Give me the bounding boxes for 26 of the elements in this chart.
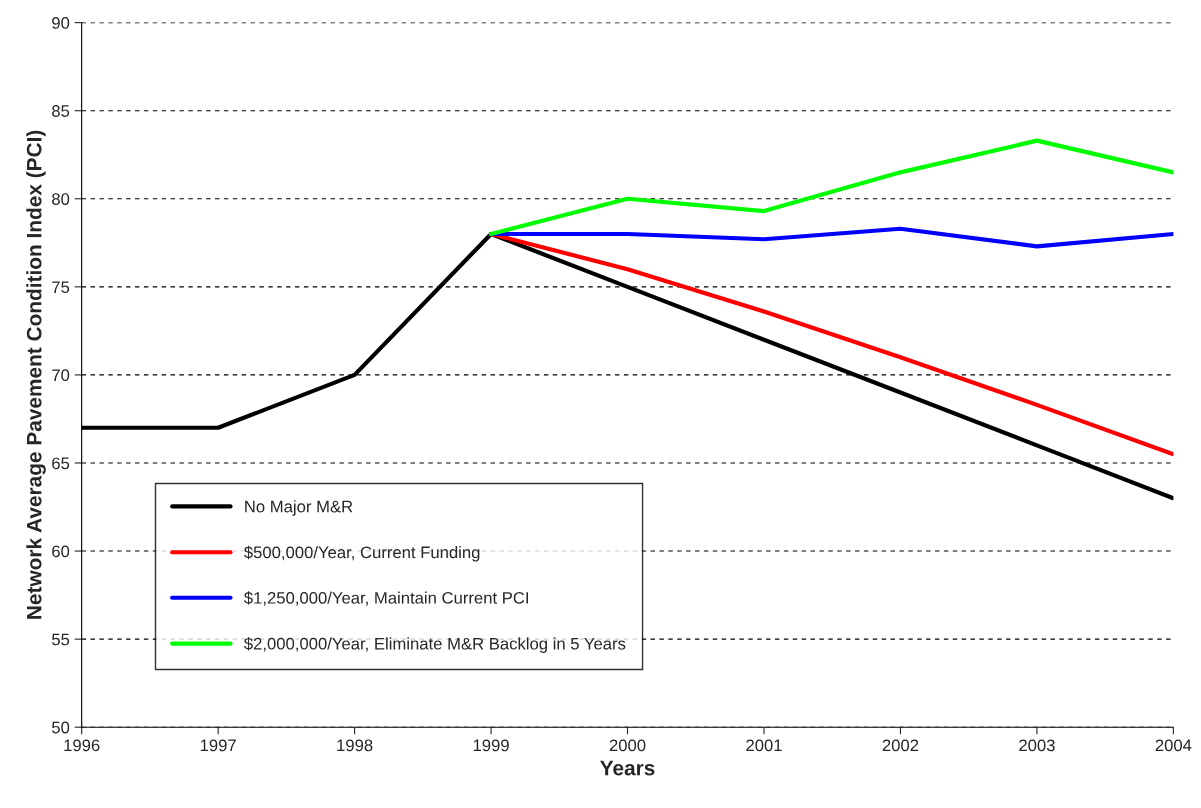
y-tick-label: 90 [52, 17, 70, 29]
y-tick-label: 55 [51, 633, 70, 646]
legend-label: $2,000,000/Year, Eliminate M&R Backlog in 5 Years [244, 637, 626, 653]
y-tick-label: 60 [52, 545, 70, 558]
x-axis-title: Years [600, 760, 655, 776]
x-tick-label: 2002 [882, 739, 919, 752]
y-tick-label: 80 [52, 193, 70, 205]
x-tick-label: 1998 [337, 739, 373, 752]
line-series [488, 138, 1174, 237]
x-tick-label: 1997 [200, 739, 236, 752]
y-tick-label: 50 [51, 721, 70, 734]
x-tick-label: 2004 [1155, 739, 1192, 752]
x-tick-label: 2003 [1019, 739, 1055, 752]
legend-label: $500,000/Year, Current Funding [244, 545, 480, 562]
line-series [488, 226, 1174, 249]
legend-label: No Major M&R [245, 500, 353, 516]
y-tick-label: 85 [52, 105, 70, 117]
x-tick-label: 1999 [473, 739, 509, 752]
y-axis-title: Network Average Pavement Condition Index (PCI) [26, 130, 46, 619]
y-tick-label: 75 [52, 281, 70, 294]
x-tick-label: 1996 [64, 739, 100, 752]
y-tick-label: 65 [52, 457, 70, 470]
y-tick-label: 70 [52, 369, 70, 382]
x-tick-label: 2001 [746, 739, 782, 752]
x-tick-label: 2000 [609, 739, 646, 752]
legend-label: $1,250,000/Year, Maintain Current PCI [244, 591, 528, 606]
